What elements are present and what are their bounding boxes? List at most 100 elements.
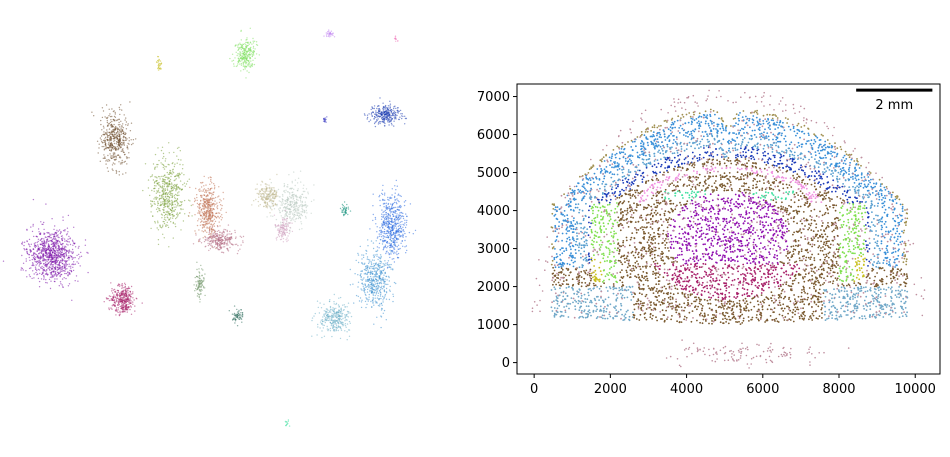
umap-point <box>46 252 48 254</box>
umap-point <box>220 200 222 202</box>
umap-point <box>68 252 70 254</box>
umap-point <box>38 280 41 283</box>
umap-point <box>376 276 378 278</box>
umap-point <box>157 147 159 149</box>
umap-point <box>209 209 211 211</box>
umap-point <box>159 194 161 197</box>
umap-point <box>159 176 161 178</box>
umap-point <box>221 232 223 234</box>
umap-point <box>160 204 162 206</box>
umap-point <box>347 312 349 314</box>
umap-point <box>63 270 65 272</box>
umap-point <box>382 312 384 314</box>
umap-point <box>101 145 103 148</box>
umap-point <box>343 324 345 326</box>
umap-point <box>200 211 202 213</box>
umap-point <box>200 218 202 220</box>
umap-point <box>77 280 79 282</box>
umap-point <box>110 126 113 128</box>
umap-point <box>395 206 397 209</box>
umap-point <box>127 290 129 292</box>
umap-point <box>347 302 350 304</box>
umap-point <box>406 249 408 252</box>
umap-point <box>363 287 365 290</box>
umap-point <box>390 203 392 205</box>
umap-point <box>33 277 35 279</box>
umap-point <box>63 238 66 240</box>
umap-point <box>54 225 56 227</box>
umap-point <box>389 232 391 234</box>
umap-point <box>197 292 199 295</box>
umap-point <box>167 201 170 203</box>
umap-point <box>167 217 169 219</box>
umap-point <box>272 200 275 203</box>
umap-point <box>32 254 34 257</box>
umap-point <box>33 257 35 259</box>
umap-point <box>385 207 387 210</box>
umap-point <box>117 307 120 309</box>
umap-point <box>45 279 47 281</box>
umap-point <box>367 283 370 286</box>
umap-point <box>369 273 371 275</box>
umap-point <box>42 253 44 255</box>
umap-point <box>172 210 174 212</box>
umap-point <box>225 244 228 246</box>
umap-point <box>171 201 173 203</box>
umap-point <box>212 232 214 235</box>
umap-point <box>207 216 209 218</box>
umap-point <box>195 284 198 286</box>
umap-point <box>176 175 178 177</box>
umap-point <box>111 298 114 300</box>
umap-point <box>178 187 180 189</box>
umap-point <box>121 159 123 162</box>
umap-point <box>124 284 127 286</box>
umap-point <box>46 282 48 284</box>
umap-point <box>397 229 399 231</box>
umap-point <box>335 320 338 322</box>
umap-point <box>38 286 41 288</box>
umap-point <box>375 291 378 294</box>
umap-point <box>377 295 379 297</box>
umap-point <box>132 139 135 141</box>
umap-point <box>122 306 124 309</box>
umap-point <box>207 206 209 208</box>
umap-point <box>120 131 122 133</box>
umap-point <box>295 217 298 220</box>
umap-point <box>302 187 304 190</box>
umap-point <box>334 322 336 324</box>
umap-point <box>118 106 121 109</box>
umap-point <box>115 308 118 311</box>
umap-point <box>184 213 186 215</box>
umap-point <box>105 145 107 147</box>
umap-point <box>173 187 175 189</box>
umap-point <box>207 218 210 220</box>
umap-point <box>371 283 373 285</box>
umap-point <box>314 312 316 315</box>
umap-point <box>67 244 69 246</box>
umap-point <box>283 221 285 223</box>
umap-point <box>384 246 386 248</box>
umap-point <box>287 225 289 227</box>
umap-point <box>119 108 121 111</box>
umap-point <box>259 203 261 206</box>
umap-point <box>174 197 176 200</box>
umap-point <box>120 307 122 310</box>
umap-point <box>394 185 396 187</box>
umap-point <box>384 216 386 219</box>
umap-point <box>122 299 124 302</box>
umap-point <box>54 262 56 265</box>
umap-point <box>220 219 223 221</box>
umap-point <box>379 288 382 291</box>
umap-point <box>118 285 121 287</box>
umap-point <box>310 200 313 203</box>
umap-point <box>162 208 164 211</box>
umap-point <box>292 212 294 214</box>
umap-point <box>169 203 171 205</box>
umap-point <box>44 261 47 263</box>
umap-point <box>295 195 297 197</box>
umap-point <box>218 186 220 188</box>
umap-point <box>296 211 298 213</box>
umap-point <box>216 205 219 207</box>
umap-point <box>272 187 274 189</box>
umap-point <box>223 232 225 234</box>
